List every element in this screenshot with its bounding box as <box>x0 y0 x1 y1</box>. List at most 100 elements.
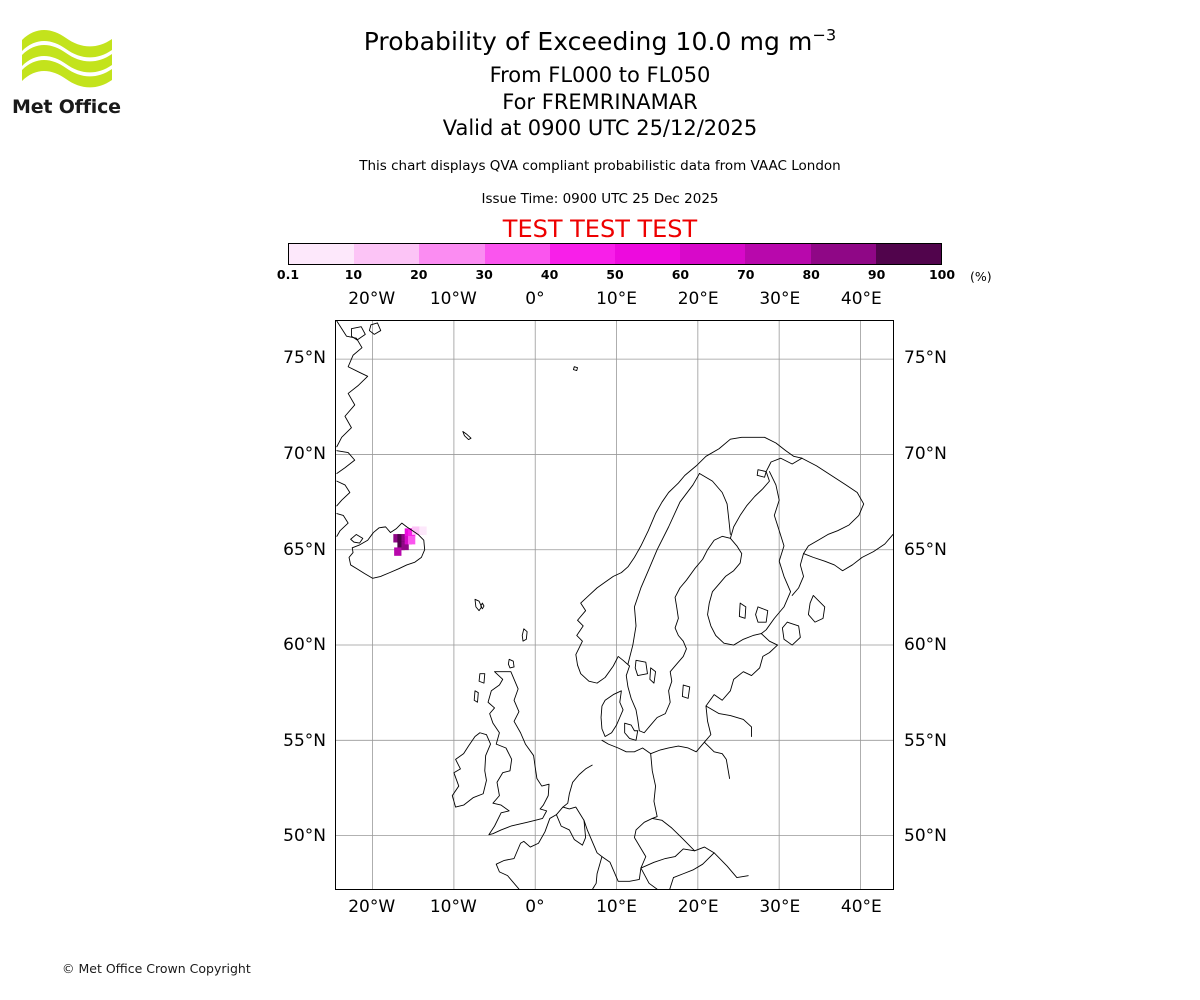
coastline-path-26 <box>495 764 593 889</box>
colorbar-segment-50-60 <box>615 244 681 264</box>
coastline-path-43 <box>555 814 587 846</box>
colorbar-tick-80: 80 <box>802 267 820 282</box>
colorbar-segment-60-70 <box>680 244 746 264</box>
coastline-path-2 <box>336 480 351 507</box>
coastline-path-24 <box>478 673 486 684</box>
test-banner: TEST TEST TEST <box>502 215 698 243</box>
coastline-path-47 <box>640 867 674 889</box>
lat-label-right-60: 60°N <box>904 635 947 656</box>
chart-title-text: Probability of Exceeding 10.0 mg m <box>363 27 813 56</box>
coastline-path-5 <box>368 322 382 335</box>
lat-label-right-55: 55°N <box>904 730 947 751</box>
map-gridlines <box>336 321 893 889</box>
lon-label-bottom-0: 0° <box>525 897 545 917</box>
ash-plume-overlay <box>393 526 427 556</box>
map-panel[interactable] <box>335 320 894 890</box>
plume-cell-1 <box>397 534 405 543</box>
colorbar-segment-40-50 <box>549 244 616 264</box>
colorbar-tick-labels: 0.1 10 20 30 40 50 60 70 80 90 100 <box>277 267 955 285</box>
coastline-path-27 <box>601 644 778 755</box>
colorbar-units-label: (%) <box>970 269 992 284</box>
met-office-logo: Met Office <box>12 22 132 118</box>
coastline-path-1 <box>336 450 356 474</box>
plume-cell-3 <box>397 541 405 551</box>
coastline-path-30 <box>634 659 648 676</box>
coastline-path-11 <box>480 602 485 610</box>
coastline-path-28 <box>781 621 801 646</box>
coastline-path-33 <box>738 602 747 619</box>
lat-label-right-75: 75°N <box>904 348 947 369</box>
lon-label-top-20: 20°E <box>677 289 719 309</box>
coastline-path-15 <box>801 457 893 572</box>
lat-label-left-65: 65°N <box>283 539 326 560</box>
colorbar-tick-100: 100 <box>928 267 956 282</box>
lon-label-bottom--10: 10°W <box>429 897 477 917</box>
plume-cell-12 <box>394 547 402 556</box>
lat-label-left-50: 50°N <box>283 826 326 847</box>
coastline-path-50 <box>713 852 749 878</box>
coastline-path-19 <box>681 684 691 699</box>
coastline-path-29 <box>807 594 826 623</box>
colorbar-tick-60: 60 <box>671 267 690 282</box>
colorbar-segment-0.1-10 <box>289 244 355 264</box>
lon-label-bottom-20: 20°E <box>677 897 719 917</box>
coastline-path-49 <box>592 886 595 889</box>
chart-title: Probability of Exceeding 10.0 mg m−3 <box>0 26 1200 58</box>
coastline-path-51 <box>673 852 715 878</box>
colorbar-gradient <box>288 243 942 265</box>
flight-level-range: From FL000 to FL050 <box>489 63 711 87</box>
coastline-path-16 <box>791 553 804 596</box>
plume-cell-0 <box>393 534 401 543</box>
probability-colorbar: 0.1 10 20 30 40 50 60 70 80 90 100 <box>277 243 955 285</box>
colorbar-tick-20: 20 <box>410 267 428 282</box>
lat-label-left-60: 60°N <box>283 635 326 656</box>
coastline-path-32 <box>755 606 769 623</box>
volcano-name: For FREMRINAMAR <box>502 90 698 114</box>
issue-time: Issue Time: 0900 UTC 25 Dec 2025 <box>481 191 719 207</box>
lat-label-right-50: 50°N <box>904 826 947 847</box>
colorbar-tick-10: 10 <box>344 267 363 282</box>
coastline-path-41 <box>583 819 603 888</box>
lon-label-bottom-30: 30°E <box>759 897 801 917</box>
coastline-path-25 <box>451 732 491 808</box>
coastline-path-42 <box>562 806 585 821</box>
met-office-logo-text: Met Office <box>12 96 121 118</box>
coastline-path-35 <box>627 473 700 665</box>
colorbar-segment-80-90 <box>810 244 876 264</box>
lon-label-top--10: 10°W <box>429 289 477 309</box>
plume-cell-6 <box>407 528 416 537</box>
coastline-path-23 <box>473 690 479 703</box>
colorbar-tick-40: 40 <box>540 267 559 282</box>
colorbar-segment-30-40 <box>484 244 550 264</box>
map-canvas <box>336 321 893 889</box>
coastline-path-14 <box>575 436 803 666</box>
colorbar-tick-30: 30 <box>475 267 493 282</box>
qva-note: This chart displays QVA compliant probab… <box>359 158 841 174</box>
colorbar-segment-90-100 <box>875 244 942 264</box>
coastline-path-12 <box>521 628 528 642</box>
coastline-path-48 <box>651 818 696 852</box>
coastline-path-3 <box>336 513 349 537</box>
plume-cell-4 <box>401 541 409 551</box>
coastline-path-45 <box>601 856 642 882</box>
met-office-wave-icon <box>22 30 112 88</box>
colorbar-segment-10-20 <box>354 244 420 264</box>
lon-label-top-0: 0° <box>525 289 545 309</box>
lon-label-top-10: 10°E <box>596 289 637 309</box>
coastline-path-9 <box>348 522 426 579</box>
coastline-path-44 <box>633 818 653 869</box>
coastline-path-13 <box>507 658 515 669</box>
coastline-path-40 <box>703 741 731 779</box>
coastline-path-34 <box>756 469 767 478</box>
lon-label-bottom--20: 20°W <box>348 897 396 917</box>
coastline-path-17 <box>707 457 803 646</box>
coastline-path-0 <box>336 321 369 448</box>
colorbar-segment-20-30 <box>419 244 485 264</box>
colorbar-tick-70: 70 <box>737 267 755 282</box>
coastlines <box>336 321 893 889</box>
lat-label-right-65: 65°N <box>904 539 947 560</box>
lon-label-top--20: 20°W <box>348 289 396 309</box>
colorbar-segment-70-80 <box>745 244 811 264</box>
coastline-path-20 <box>600 690 624 737</box>
coastline-path-18 <box>577 535 731 734</box>
